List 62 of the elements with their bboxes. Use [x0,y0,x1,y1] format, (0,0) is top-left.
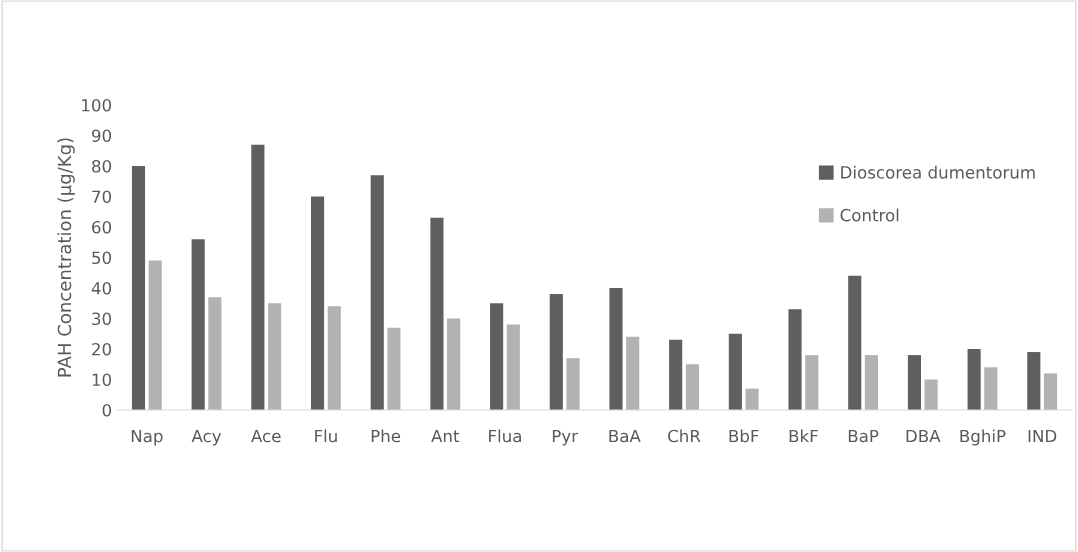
bar [728,333,742,410]
bar [864,355,879,410]
bar [685,364,699,410]
x-tick-label: BghiP [960,429,1006,446]
x-tick-label: Acy [191,429,222,446]
bar [447,318,461,410]
x-tick-label: Ace [251,429,281,443]
x-tick-label: Nap [131,429,163,446]
bar [566,358,580,410]
bar [745,388,759,410]
bar [327,306,341,410]
bar [848,275,862,410]
bar [131,166,146,410]
bar [788,309,802,410]
bar [609,288,623,410]
y-tick-label: 10 [92,373,112,387]
x-tick-label: DBA [906,429,941,443]
x-tick-label: BaP [848,429,879,443]
bar [626,336,640,410]
bar [549,294,563,410]
bar [1043,373,1058,410]
x-tick-label: Phe [371,429,401,443]
x-tick-label: Pyr [552,429,579,446]
x-tick-label: Flua [489,429,521,443]
bar [984,367,998,410]
bar [430,217,444,410]
bar [387,327,401,410]
y-axis-title: PAH Concentration (µg/Kg) [57,138,75,377]
x-tick-label: Flu [315,429,337,443]
bar [310,196,325,410]
bar [370,175,384,410]
x-tick-label: BbF [729,429,759,443]
y-tick-label: 20 [92,342,112,356]
legend-label: Control [840,208,899,222]
bar [208,297,222,410]
y-tick-label: 80 [92,159,112,173]
bar [967,349,981,410]
y-tick-label: 70 [92,190,112,204]
bar [191,239,205,410]
y-tick-label: 30 [92,312,112,326]
y-tick-label: 50 [92,251,112,265]
bar [148,260,162,410]
y-tick-label: 60 [92,220,112,234]
x-tick-label: Ant [431,429,460,443]
bar [805,355,819,410]
x-tick-label: BaA [609,429,641,443]
bar [490,303,504,410]
bar [251,144,265,410]
bar [506,324,520,410]
x-tick-label: BkF [789,429,818,443]
y-tick-label: 0 [102,403,112,417]
y-tick-label: 100 [82,98,112,112]
bar [1027,352,1041,410]
legend-label: Dioscorea dumentorum [841,165,1035,179]
x-tick-label: IND [1028,429,1057,443]
bar [268,303,282,410]
bar [907,355,921,410]
y-tick-label: 40 [91,281,112,295]
bar [669,339,683,410]
x-tick-label: ChR [668,429,701,443]
y-tick-label: 90 [91,129,112,143]
bar [924,379,938,410]
